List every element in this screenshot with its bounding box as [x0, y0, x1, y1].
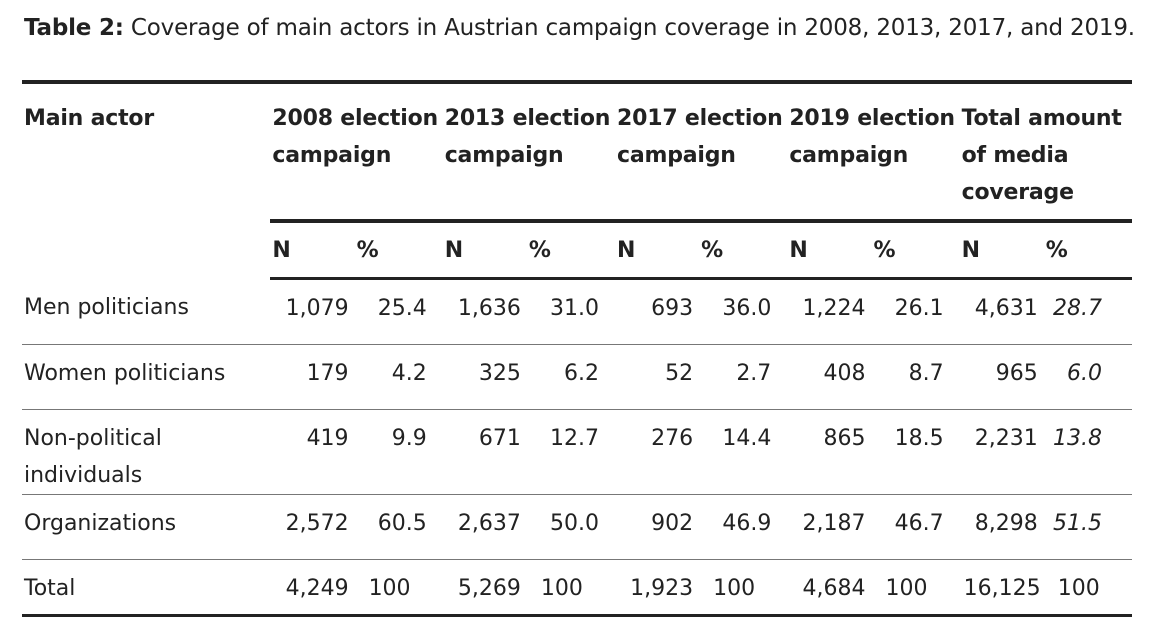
cell-n: 419 — [270, 409, 357, 495]
row-actor: Non-political individuals — [22, 409, 271, 495]
header-2017-campaign: 2017 election campaign — [615, 82, 788, 223]
cell-n: 1,636 — [442, 278, 529, 345]
coverage-table: Main actor 2008 election campaign 2013 e… — [22, 80, 1132, 617]
cell-n: 1,224 — [787, 278, 874, 345]
header-row: Main actor 2008 election campaign 2013 e… — [22, 82, 1132, 223]
header-2019-campaign: 2019 election campaign — [787, 82, 960, 223]
table-row: Non-political individuals 419 9.9 671 12… — [22, 409, 1132, 495]
cell-pct: 46.9 — [701, 494, 788, 560]
header-2013-campaign: 2013 election campaign — [442, 82, 616, 223]
cell-pct: 6.2 — [528, 344, 616, 410]
total-row: Total 4,249 100 5,269 100 1,923 100 4,68… — [22, 560, 1132, 616]
cell-pct: 36.0 — [701, 278, 788, 345]
cell-pct: 100 — [713, 576, 756, 601]
row-actor: Men politicians — [22, 278, 271, 345]
cell-n: 179 — [270, 344, 357, 410]
table-caption: Table 2: Coverage of main actors in Aust… — [24, 12, 1135, 44]
cell-n: 4,631 — [959, 278, 1046, 345]
subheader-n: N — [442, 221, 529, 280]
cell-pct: 14.4 — [701, 409, 788, 495]
cell-pct: 31.0 — [528, 278, 616, 345]
cell-pct: 2.7 — [701, 344, 788, 410]
cell-pct: 28.7 — [1045, 278, 1132, 345]
cell-pct: 18.5 — [873, 409, 960, 495]
row-actor: Total — [24, 576, 76, 601]
table-row: Organizations 2,572 60.5 2,637 50.0 902 … — [22, 494, 1132, 560]
cell-pct: 60.5 — [356, 494, 443, 560]
cell-n: 865 — [787, 409, 874, 495]
header-2008-campaign: 2008 election campaign — [270, 82, 443, 223]
subheader-pct: % — [701, 221, 788, 280]
subheader-n: N — [787, 221, 874, 280]
cell-pct: 6.0 — [1045, 344, 1132, 410]
row-actor: Organizations — [22, 494, 271, 560]
subheader-row: N % N % N % N % N % — [22, 221, 1132, 280]
subheader-n: N — [615, 221, 702, 280]
cell-n: 2,187 — [787, 494, 874, 560]
cell-pct: 100 — [368, 576, 411, 601]
cell-n: 408 — [787, 344, 874, 410]
subheader-n: N — [270, 221, 357, 280]
table-row: Men politicians 1,079 25.4 1,636 31.0 69… — [22, 278, 1132, 345]
caption-text: Coverage of main actors in Austrian camp… — [123, 15, 1135, 41]
cell-n: 2,637 — [442, 494, 529, 560]
cell-n: 4,249 — [285, 576, 349, 601]
cell-pct: 12.7 — [528, 409, 616, 495]
cell-pct: 4.2 — [356, 344, 443, 410]
cell-n: 8,298 — [959, 494, 1046, 560]
subheader-pct: % — [873, 221, 960, 280]
subheader-n: N — [959, 221, 1046, 280]
cell-n: 52 — [615, 344, 702, 410]
cell-n: 2,231 — [959, 409, 1046, 495]
subheader-pct: % — [356, 221, 443, 280]
cell-n: 276 — [615, 409, 702, 495]
cell-pct: 25.4 — [356, 278, 443, 345]
cell-pct: 13.8 — [1045, 409, 1132, 495]
header-total-coverage: Total amount of media coverage — [959, 82, 1132, 223]
cell-pct: 50.0 — [528, 494, 616, 560]
table-body: Men politicians 1,079 25.4 1,636 31.0 69… — [22, 278, 1132, 616]
cell-pct: 100 — [540, 576, 583, 601]
cell-n: 16,125 — [963, 576, 1041, 601]
cell-n: 4,684 — [802, 576, 866, 601]
cell-n: 671 — [442, 409, 529, 495]
header-main-actor: Main actor — [24, 106, 154, 131]
table-header: Main actor 2008 election campaign 2013 e… — [22, 82, 1132, 280]
row-actor: Women politicians — [22, 344, 271, 410]
cell-pct: 46.7 — [873, 494, 960, 560]
cell-n: 693 — [615, 278, 702, 345]
cell-n: 2,572 — [270, 494, 357, 560]
cell-pct: 9.9 — [356, 409, 443, 495]
cell-n: 1,923 — [630, 576, 694, 601]
table-row: Women politicians 179 4.2 325 6.2 52 2.7… — [22, 344, 1132, 410]
cell-pct: 26.1 — [873, 278, 960, 345]
cell-pct: 8.7 — [873, 344, 960, 410]
subheader-pct: % — [1045, 221, 1132, 280]
cell-n: 325 — [442, 344, 529, 410]
cell-pct: 100 — [885, 576, 928, 601]
caption-label: Table 2: — [24, 15, 124, 41]
cell-n: 1,079 — [270, 278, 357, 345]
cell-n: 902 — [615, 494, 702, 560]
subheader-pct: % — [528, 221, 616, 280]
cell-n: 5,269 — [457, 576, 521, 601]
cell-n: 965 — [959, 344, 1046, 410]
cell-pct: 51.5 — [1045, 494, 1132, 560]
cell-pct: 100 — [1057, 576, 1100, 601]
